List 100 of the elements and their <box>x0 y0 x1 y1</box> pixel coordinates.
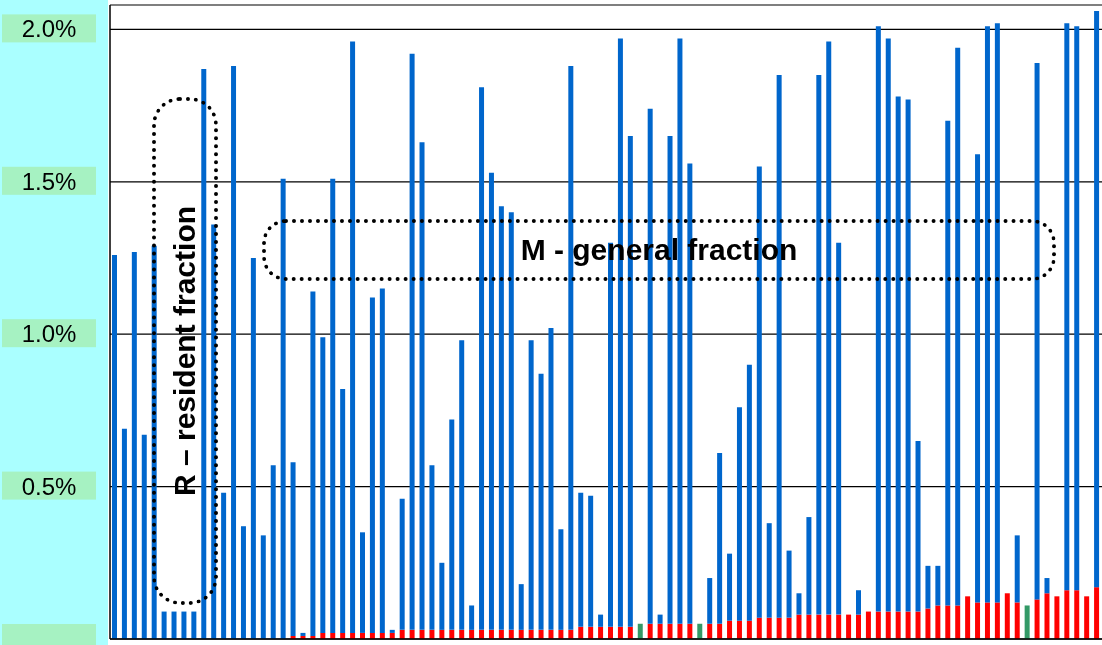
bar <box>746 620 752 639</box>
bar <box>350 41 356 633</box>
bar <box>340 389 346 633</box>
bar <box>1034 62 1040 600</box>
bar <box>1094 587 1100 639</box>
bar <box>885 38 891 612</box>
bar <box>677 38 683 624</box>
bar <box>637 623 643 639</box>
bar <box>984 602 990 639</box>
bar <box>856 590 861 615</box>
bar <box>846 614 852 639</box>
y-tick-label: 0.5% <box>21 472 77 500</box>
bar <box>796 593 802 615</box>
bar <box>260 535 266 639</box>
bar <box>736 620 742 639</box>
bar <box>1054 596 1060 639</box>
bar <box>816 75 822 615</box>
bar <box>836 242 842 615</box>
bar <box>379 288 385 633</box>
bar <box>816 614 822 639</box>
bar <box>191 611 197 639</box>
y-tick-label: 1.0% <box>21 320 77 348</box>
bar <box>856 614 861 639</box>
bar <box>389 629 395 633</box>
bar <box>935 565 941 606</box>
bar <box>915 440 921 612</box>
bar <box>578 492 584 627</box>
bar <box>865 611 871 639</box>
bar <box>756 617 762 639</box>
bar <box>776 617 782 639</box>
bar <box>875 611 881 639</box>
bar <box>1014 535 1020 603</box>
bar <box>826 614 832 639</box>
bar <box>488 172 494 630</box>
bar <box>766 617 772 639</box>
bar <box>766 523 772 618</box>
bar <box>1084 596 1090 639</box>
bar <box>598 614 604 627</box>
bar <box>786 550 792 618</box>
bar <box>895 611 901 639</box>
bar <box>727 620 733 639</box>
bar <box>508 212 514 630</box>
bar <box>270 465 276 639</box>
bar <box>707 623 713 639</box>
bar <box>1074 590 1080 639</box>
bar <box>905 611 911 639</box>
bar <box>905 99 911 612</box>
bar <box>280 178 286 639</box>
bar <box>221 492 227 639</box>
bar <box>399 498 405 630</box>
bar <box>409 53 415 630</box>
bar <box>687 623 693 639</box>
bar <box>965 596 971 639</box>
bar <box>975 154 981 603</box>
bar <box>121 428 127 639</box>
bar <box>657 623 663 639</box>
bar <box>667 623 673 639</box>
bar <box>171 611 177 639</box>
bar <box>578 626 584 639</box>
bar <box>538 373 544 630</box>
bar <box>1094 11 1100 588</box>
bar <box>1064 23 1070 591</box>
bar <box>528 340 534 630</box>
bar <box>360 532 365 633</box>
bar <box>727 553 733 621</box>
bar <box>1004 593 1010 639</box>
bar <box>469 605 475 630</box>
bar <box>806 614 812 639</box>
y-tick-label: 1.5% <box>21 167 77 195</box>
bar <box>925 565 931 609</box>
bar <box>548 328 554 630</box>
bar <box>568 65 574 630</box>
y-tick-label: 2.0% <box>21 15 77 43</box>
bar <box>796 614 802 639</box>
bar <box>736 407 742 621</box>
bar <box>657 614 663 624</box>
bar <box>112 254 117 639</box>
bar <box>310 291 316 636</box>
bar <box>449 419 455 630</box>
bar <box>925 608 931 639</box>
bar <box>479 87 485 630</box>
bar <box>617 626 623 639</box>
bar <box>459 340 465 630</box>
bar <box>1044 578 1050 594</box>
bar <box>895 96 901 612</box>
bar <box>429 465 435 630</box>
bar <box>935 605 941 639</box>
bar <box>915 611 921 639</box>
bar <box>826 41 832 615</box>
bar <box>588 626 594 639</box>
bar <box>717 453 723 624</box>
bar <box>419 142 425 630</box>
bar <box>1074 26 1080 591</box>
bar <box>498 206 504 630</box>
bar <box>320 337 326 633</box>
bar <box>608 626 613 639</box>
bar <box>439 562 445 630</box>
bar <box>885 611 891 639</box>
bar <box>201 69 207 639</box>
bar <box>836 614 842 639</box>
